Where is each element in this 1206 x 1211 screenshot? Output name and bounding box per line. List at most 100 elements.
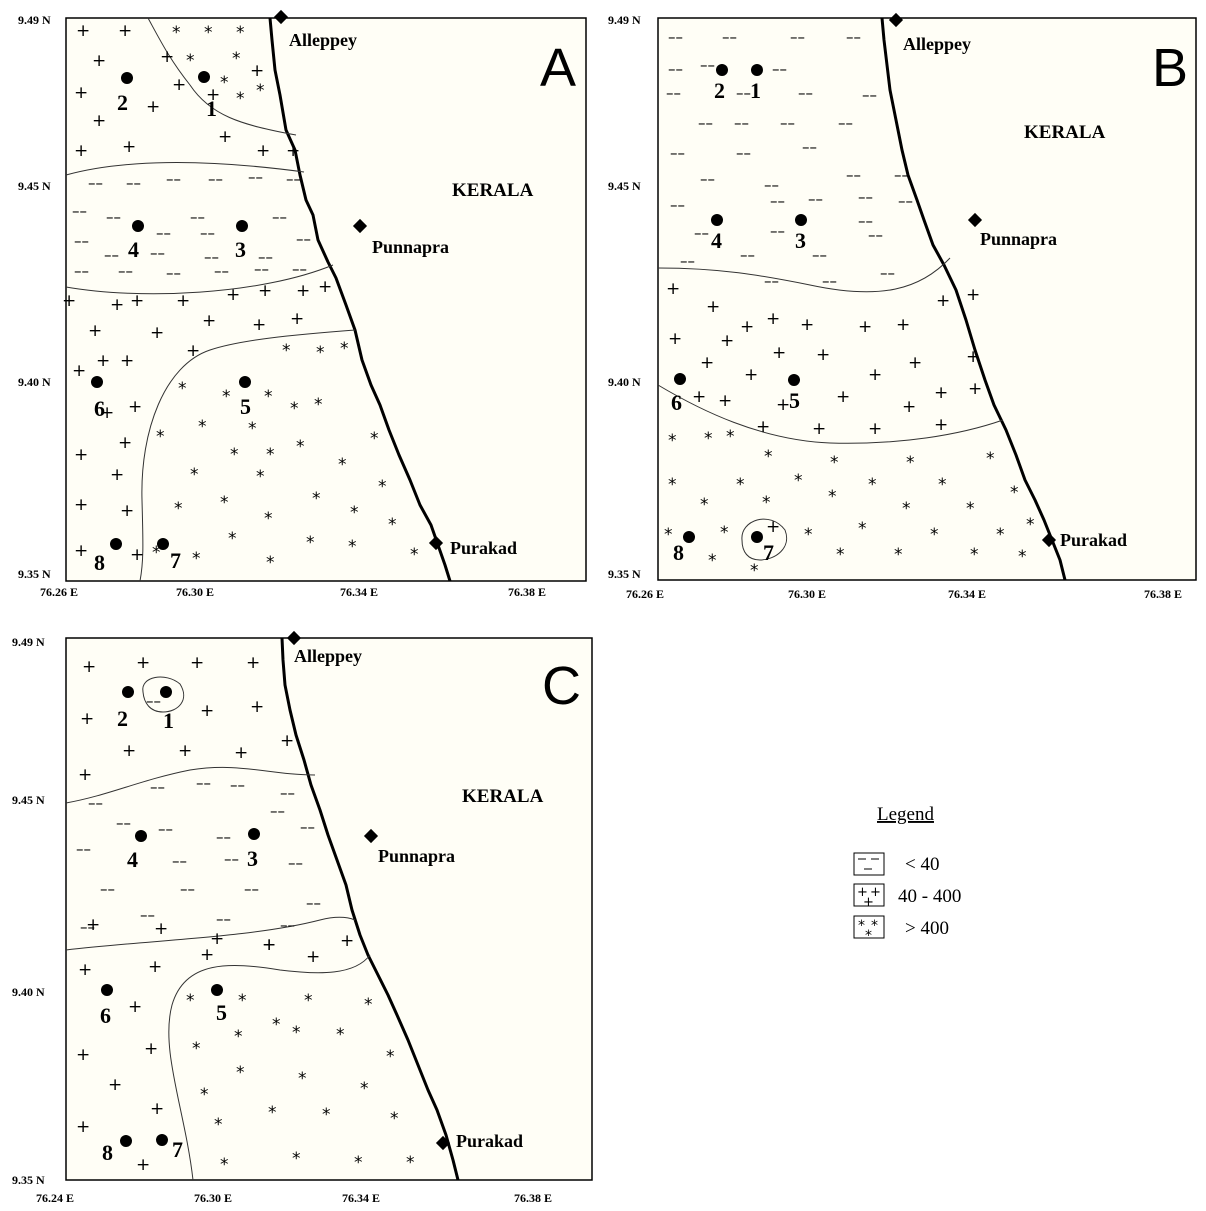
plus-symbol: + bbox=[720, 331, 734, 351]
plus-symbol: + bbox=[262, 935, 276, 955]
map-a-fill-symbols: + ++ ++++++++ + ++ ++++ + + + + ++++ + ++ + +++++++ ++ +… bbox=[62, 21, 419, 573]
dash-symbol: –– bbox=[286, 170, 301, 188]
map-a-stations: 1 2 3 4 5 6 7 8 bbox=[91, 71, 251, 575]
plus-symbol: + bbox=[130, 545, 144, 565]
star-symbol: * bbox=[804, 525, 813, 545]
dash-symbol: –– bbox=[150, 244, 165, 262]
star-symbol: * bbox=[172, 23, 181, 43]
plus-symbol: + bbox=[290, 309, 304, 329]
star-symbol: * bbox=[248, 419, 257, 439]
dash-symbol: –– bbox=[100, 880, 115, 898]
plus-symbol: + bbox=[934, 383, 948, 403]
map-b-lat-labels: 9.49 N 9.45 N 9.40 N 9.35 N bbox=[608, 13, 641, 581]
map-c-state-label: KERALA bbox=[462, 786, 544, 807]
map-c-lon-labels: 76.24 E 76.30 E 76.34 E 76.38 E bbox=[36, 1191, 552, 1205]
dash-symbol: –– bbox=[72, 202, 87, 220]
legend-item-mid: + + + 40 - 400 bbox=[853, 883, 961, 910]
svg-text:5: 5 bbox=[216, 1000, 227, 1025]
map-c: + + + ++ + ++ + ++++ + + +++++ ++++ +++++–––– –– –– –––… bbox=[12, 630, 593, 1205]
map-a-coastline bbox=[268, 17, 452, 582]
dash-symbol: –– bbox=[822, 272, 837, 290]
star-symbol: * bbox=[174, 499, 183, 519]
plus-symbol: + bbox=[178, 741, 192, 761]
plus-symbol: + bbox=[210, 929, 224, 949]
star-symbol: * bbox=[700, 495, 709, 515]
plus-symbol: + bbox=[74, 445, 88, 465]
map-b: –– –– –– –––––– –– –– –––– –– –––– –– –––– –––– ––––… bbox=[608, 12, 1197, 601]
town-marker-icon bbox=[363, 828, 379, 844]
star-symbol: * bbox=[726, 427, 735, 447]
star-symbol: * bbox=[1018, 547, 1027, 567]
svg-text:*: * bbox=[858, 918, 865, 934]
plus-symbol: + bbox=[122, 741, 136, 761]
svg-text:9.49N: 9.49 N bbox=[18, 13, 51, 27]
town-marker-icon bbox=[435, 1135, 451, 1151]
dash-symbol: –– bbox=[272, 208, 287, 226]
star-symbol: * bbox=[390, 1109, 399, 1129]
legend-label: > 400 bbox=[905, 918, 949, 939]
star-symbol: * bbox=[268, 1103, 277, 1123]
dash-symbol: –– bbox=[846, 166, 861, 184]
dash-symbol: –– bbox=[76, 840, 91, 858]
town-marker-icon bbox=[967, 212, 983, 228]
plus-symbol: + bbox=[202, 311, 216, 331]
star-symbol: * bbox=[312, 489, 321, 509]
plus-symbol: + bbox=[756, 417, 770, 437]
star-symbol: * bbox=[238, 991, 247, 1011]
star-symbol: * bbox=[370, 429, 379, 449]
dash-symbol: –– bbox=[292, 260, 307, 278]
dash-symbol: –– bbox=[734, 114, 749, 132]
plus-symbol: + bbox=[62, 291, 76, 311]
star-symbol: * bbox=[902, 499, 911, 519]
map-c-lat-labels: 9.49 N 9.45 N 9.40 N 9.35 N bbox=[12, 635, 45, 1187]
svg-text:+: + bbox=[857, 885, 868, 900]
svg-text:+: + bbox=[870, 885, 881, 900]
plus-symbol: + bbox=[902, 397, 916, 417]
star-symbol: * bbox=[410, 545, 419, 565]
plus-symbol: + bbox=[816, 345, 830, 365]
dash-symbol: –– bbox=[224, 850, 239, 868]
plus-symbol: + bbox=[800, 315, 814, 335]
plus-symbol: + bbox=[700, 353, 714, 373]
plus-symbol: + bbox=[666, 279, 680, 299]
plus-symbol: + bbox=[120, 351, 134, 371]
plus-symbol: + bbox=[78, 765, 92, 785]
plus-symbol: + bbox=[262, 935, 276, 955]
dash-swatch-icon bbox=[853, 852, 885, 876]
dash-symbol: –– bbox=[770, 222, 785, 240]
star-symbol: * bbox=[266, 553, 275, 573]
plus-symbol: + bbox=[896, 315, 910, 335]
star-symbol: * bbox=[290, 399, 299, 419]
star-symbol: * bbox=[736, 475, 745, 495]
svg-text:Purakad: Purakad bbox=[1060, 530, 1127, 550]
plus-symbol: + bbox=[74, 541, 88, 561]
dash-symbol: –– bbox=[254, 260, 269, 278]
plus-symbol: + bbox=[218, 127, 232, 147]
star-symbol: * bbox=[264, 387, 273, 407]
legend-title: Legend bbox=[877, 804, 934, 825]
plus-symbol: + bbox=[692, 387, 706, 407]
legend: Legend < 40 + + + 40 - 400 * * * > 400 bbox=[853, 804, 961, 944]
dash-symbol: –– bbox=[666, 84, 681, 102]
svg-text:4: 4 bbox=[127, 847, 138, 872]
dash-symbol: –– bbox=[196, 774, 211, 792]
dash-symbol: –– bbox=[722, 28, 737, 46]
dash-symbol: –– bbox=[700, 56, 715, 74]
dash-symbol: –– bbox=[764, 176, 779, 194]
star-symbol: * bbox=[830, 453, 839, 473]
plus-symbol: + bbox=[812, 419, 826, 439]
star-symbol: * bbox=[282, 341, 291, 361]
star-symbol: * bbox=[966, 499, 975, 519]
plus-symbol: + bbox=[150, 1099, 164, 1119]
svg-text:1: 1 bbox=[206, 96, 217, 121]
svg-text:5: 5 bbox=[789, 388, 800, 413]
dash-symbol: –– bbox=[200, 224, 215, 242]
star-symbol: * bbox=[386, 1047, 395, 1067]
plus-symbol: + bbox=[718, 391, 732, 411]
dash-symbol: –– bbox=[156, 224, 171, 242]
dash-symbol: –– bbox=[166, 170, 181, 188]
plus-symbol: + bbox=[234, 743, 248, 763]
plus-symbol: + bbox=[146, 97, 160, 117]
plus-symbol: + bbox=[246, 653, 260, 673]
